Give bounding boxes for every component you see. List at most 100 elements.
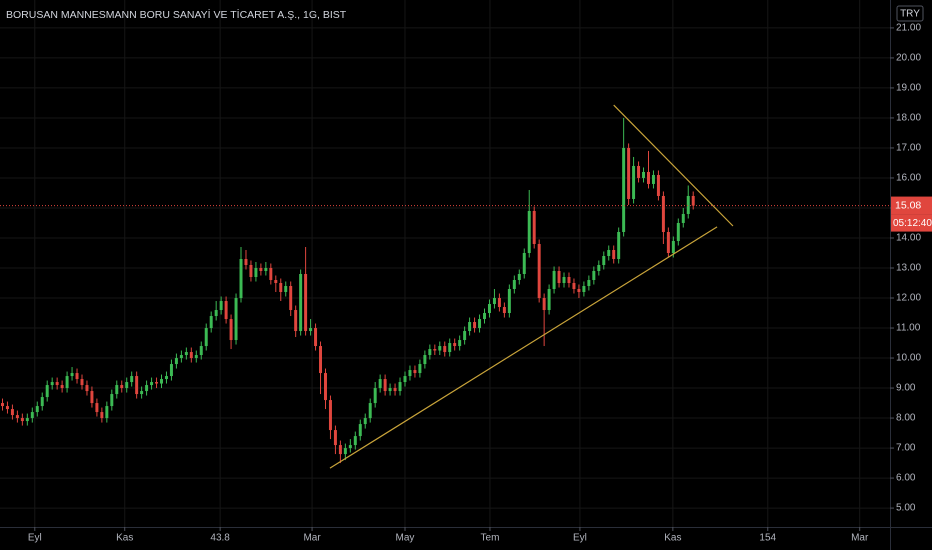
currency[interactable]: TRY: [900, 9, 920, 20]
candle-body: [338, 445, 342, 455]
candle-body: [443, 346, 447, 353]
y-tick-label: 9.00: [896, 383, 916, 394]
candle-body: [259, 268, 263, 272]
candle-body: [145, 385, 149, 392]
candle-body: [254, 268, 258, 278]
candle-body: [289, 286, 293, 311]
candle-body: [15, 415, 19, 419]
candle-body: [150, 382, 154, 386]
candle-body: [120, 385, 124, 389]
candle-body: [637, 165, 641, 178]
candle-body: [100, 412, 104, 419]
candle-body: [602, 255, 606, 266]
candle-body: [140, 391, 144, 395]
candle-body: [557, 271, 561, 284]
candle-body: [45, 385, 49, 398]
candle-body: [75, 373, 79, 380]
candle-body: [155, 382, 159, 384]
candle-body: [5, 406, 9, 410]
x-tick-label: Eyl: [28, 533, 42, 544]
candle-body: [174, 358, 178, 365]
candle-body: [413, 370, 417, 374]
candle-body: [691, 195, 695, 206]
candle-body: [284, 286, 288, 293]
candle-body: [671, 240, 675, 253]
candle-body: [224, 301, 228, 320]
candle-body: [463, 331, 467, 341]
candle-body: [373, 388, 377, 404]
candle-body: [507, 289, 511, 314]
candle-body: [448, 343, 452, 353]
candle-body: [199, 346, 203, 356]
candle-body: [661, 195, 665, 232]
candle-body: [353, 436, 357, 446]
candle-body: [656, 174, 660, 196]
candle-body: [204, 328, 208, 347]
candle-body: [368, 403, 372, 419]
candle-body: [423, 355, 427, 365]
candle-body: [363, 418, 367, 425]
candle-body: [135, 376, 139, 395]
candle-body: [209, 316, 213, 329]
x-tick-label: May: [396, 533, 415, 544]
y-tick-label: 17.00: [896, 143, 921, 154]
candle-body: [35, 406, 39, 413]
candle-body: [0, 403, 4, 407]
x-tick-label: Kas: [664, 533, 681, 544]
candle-body: [418, 364, 422, 374]
candle-body: [105, 406, 109, 419]
candle-body: [65, 376, 69, 389]
candle-body: [483, 313, 486, 320]
candle-body: [647, 171, 650, 184]
y-tick-label: 14.00: [896, 233, 921, 244]
countdown: 05:12:40: [893, 218, 932, 229]
candle-body: [383, 379, 387, 392]
candle-body: [25, 418, 29, 422]
candle-body: [110, 394, 114, 407]
candle-body: [164, 376, 168, 380]
candle-body: [666, 231, 670, 253]
x-tick-label: Mar: [303, 533, 321, 544]
x-tick-label: Mar: [851, 533, 869, 544]
candle-body: [234, 298, 238, 341]
candle-body: [60, 385, 64, 389]
y-tick-label: 10.00: [896, 353, 921, 364]
y-tick-label: 19.00: [896, 83, 921, 94]
candle-body: [592, 271, 596, 281]
candle-body: [264, 268, 268, 272]
candle-body: [95, 403, 99, 413]
candle-body: [502, 307, 506, 314]
candle-body: [30, 412, 34, 419]
candle-body: [473, 322, 477, 329]
currency-box[interactable]: [896, 5, 924, 22]
candle-body: [527, 210, 531, 253]
candle-body: [587, 280, 591, 287]
candle-body: [90, 391, 94, 404]
candle-body: [542, 298, 546, 311]
candle-body: [294, 310, 298, 332]
candle-body: [319, 346, 323, 374]
candle-body: [328, 400, 332, 431]
candle-body: [622, 147, 626, 232]
candle-body: [453, 343, 457, 347]
candle-body: [274, 280, 278, 284]
candle-body: [348, 445, 352, 449]
candle-body: [582, 286, 586, 293]
candle-body: [279, 283, 283, 293]
candle-body: [537, 243, 541, 299]
candle-body: [676, 222, 680, 241]
candle-body: [607, 249, 611, 256]
candle-body: [487, 304, 491, 314]
candle-body: [468, 322, 472, 332]
candle-body: [85, 385, 89, 392]
candle-body: [597, 265, 601, 272]
candle-body: [333, 430, 337, 446]
candle-body: [433, 349, 437, 351]
candle-body: [184, 352, 188, 356]
y-tick-label: 16.00: [896, 173, 921, 184]
candle-body: [478, 319, 482, 329]
candle-body: [229, 319, 233, 341]
candle-body: [428, 349, 432, 356]
